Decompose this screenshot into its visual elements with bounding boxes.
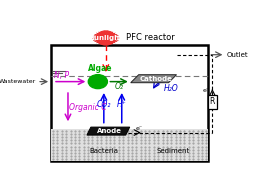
Text: H⁺: H⁺ bbox=[117, 100, 127, 109]
Polygon shape bbox=[93, 39, 97, 40]
Circle shape bbox=[88, 75, 107, 89]
Text: e⁻: e⁻ bbox=[136, 126, 143, 131]
Polygon shape bbox=[94, 34, 98, 36]
Text: CO₂: CO₂ bbox=[97, 100, 111, 109]
Polygon shape bbox=[113, 40, 117, 42]
Polygon shape bbox=[112, 33, 115, 35]
Polygon shape bbox=[112, 41, 115, 43]
Polygon shape bbox=[108, 31, 110, 33]
Text: Outlet: Outlet bbox=[226, 52, 248, 58]
Polygon shape bbox=[131, 75, 177, 83]
Text: Anode: Anode bbox=[97, 128, 122, 134]
Circle shape bbox=[96, 31, 115, 45]
Text: O₂: O₂ bbox=[115, 82, 124, 91]
Text: R: R bbox=[210, 98, 215, 106]
Polygon shape bbox=[99, 42, 102, 44]
Polygon shape bbox=[113, 34, 117, 36]
Text: H₂O: H₂O bbox=[164, 84, 179, 93]
Polygon shape bbox=[92, 38, 96, 39]
Polygon shape bbox=[93, 36, 97, 37]
Polygon shape bbox=[101, 31, 104, 33]
Polygon shape bbox=[114, 36, 118, 37]
Polygon shape bbox=[104, 43, 106, 45]
Polygon shape bbox=[115, 37, 119, 38]
Text: Algae: Algae bbox=[88, 64, 112, 73]
Polygon shape bbox=[108, 43, 110, 45]
Polygon shape bbox=[96, 41, 100, 43]
Polygon shape bbox=[92, 37, 96, 38]
Polygon shape bbox=[87, 127, 130, 135]
Text: Sunlight: Sunlight bbox=[89, 35, 123, 41]
Text: Organic C: Organic C bbox=[69, 103, 107, 112]
Text: e⁻: e⁻ bbox=[202, 88, 209, 93]
Polygon shape bbox=[94, 40, 98, 42]
Polygon shape bbox=[114, 39, 118, 40]
Bar bbox=[208, 95, 217, 109]
Polygon shape bbox=[115, 38, 119, 39]
Bar bbox=[51, 45, 208, 161]
Polygon shape bbox=[101, 43, 104, 45]
Polygon shape bbox=[96, 33, 100, 35]
Polygon shape bbox=[106, 31, 108, 33]
Bar bbox=[51, 129, 208, 161]
Polygon shape bbox=[99, 32, 102, 34]
Text: Cathode: Cathode bbox=[139, 76, 172, 82]
Text: PFC reactor: PFC reactor bbox=[126, 33, 175, 42]
Polygon shape bbox=[110, 42, 113, 44]
Text: Wastewater: Wastewater bbox=[0, 79, 36, 84]
Polygon shape bbox=[104, 31, 106, 33]
Polygon shape bbox=[106, 43, 108, 45]
Text: Sediment: Sediment bbox=[157, 148, 190, 154]
Text: N, P: N, P bbox=[54, 71, 70, 80]
Text: Bacteria: Bacteria bbox=[89, 148, 118, 154]
Polygon shape bbox=[110, 32, 113, 34]
